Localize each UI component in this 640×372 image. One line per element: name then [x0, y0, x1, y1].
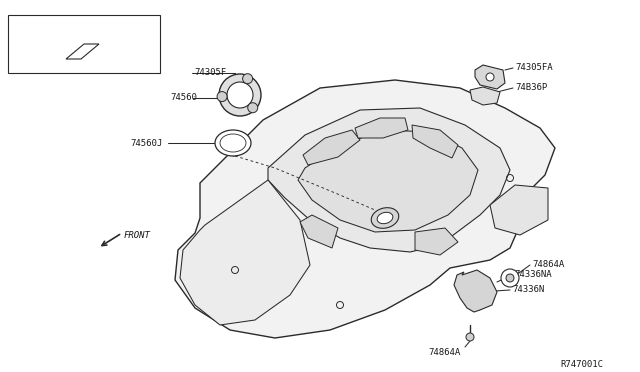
Text: R747001C: R747001C [560, 360, 603, 369]
Polygon shape [180, 180, 310, 325]
Circle shape [243, 74, 253, 84]
Polygon shape [415, 228, 458, 255]
Bar [8, 15, 160, 73]
Ellipse shape [371, 208, 399, 228]
Circle shape [486, 73, 494, 81]
Circle shape [248, 103, 258, 113]
Polygon shape [303, 130, 360, 165]
Text: 74B82U: 74B82U [18, 45, 51, 54]
Polygon shape [298, 130, 478, 232]
Circle shape [501, 269, 519, 287]
Polygon shape [470, 87, 500, 105]
Circle shape [219, 74, 261, 116]
Polygon shape [454, 270, 497, 312]
Text: 74864A: 74864A [428, 348, 460, 357]
Polygon shape [300, 215, 338, 248]
Text: 74305F: 74305F [194, 68, 227, 77]
Text: 74560J: 74560J [130, 139, 163, 148]
Circle shape [506, 274, 514, 282]
Text: 74560: 74560 [170, 93, 197, 102]
Ellipse shape [377, 212, 393, 224]
Polygon shape [355, 118, 408, 138]
Text: 74305FA: 74305FA [515, 63, 552, 72]
Text: 74336N: 74336N [512, 285, 544, 294]
Polygon shape [66, 44, 99, 59]
Text: 74336NA: 74336NA [514, 270, 552, 279]
Polygon shape [412, 125, 458, 158]
Polygon shape [175, 80, 555, 338]
Polygon shape [475, 65, 505, 89]
Polygon shape [490, 185, 548, 235]
Text: 74864A: 74864A [532, 260, 564, 269]
Polygon shape [268, 108, 510, 252]
Ellipse shape [215, 130, 251, 156]
Circle shape [466, 333, 474, 341]
Circle shape [227, 82, 253, 108]
Text: FRONT: FRONT [124, 231, 151, 240]
Text: 74B36P: 74B36P [515, 83, 547, 92]
Text: <INSULATOR- FUSIBLE>: <INSULATOR- FUSIBLE> [13, 21, 113, 30]
Circle shape [217, 92, 227, 102]
